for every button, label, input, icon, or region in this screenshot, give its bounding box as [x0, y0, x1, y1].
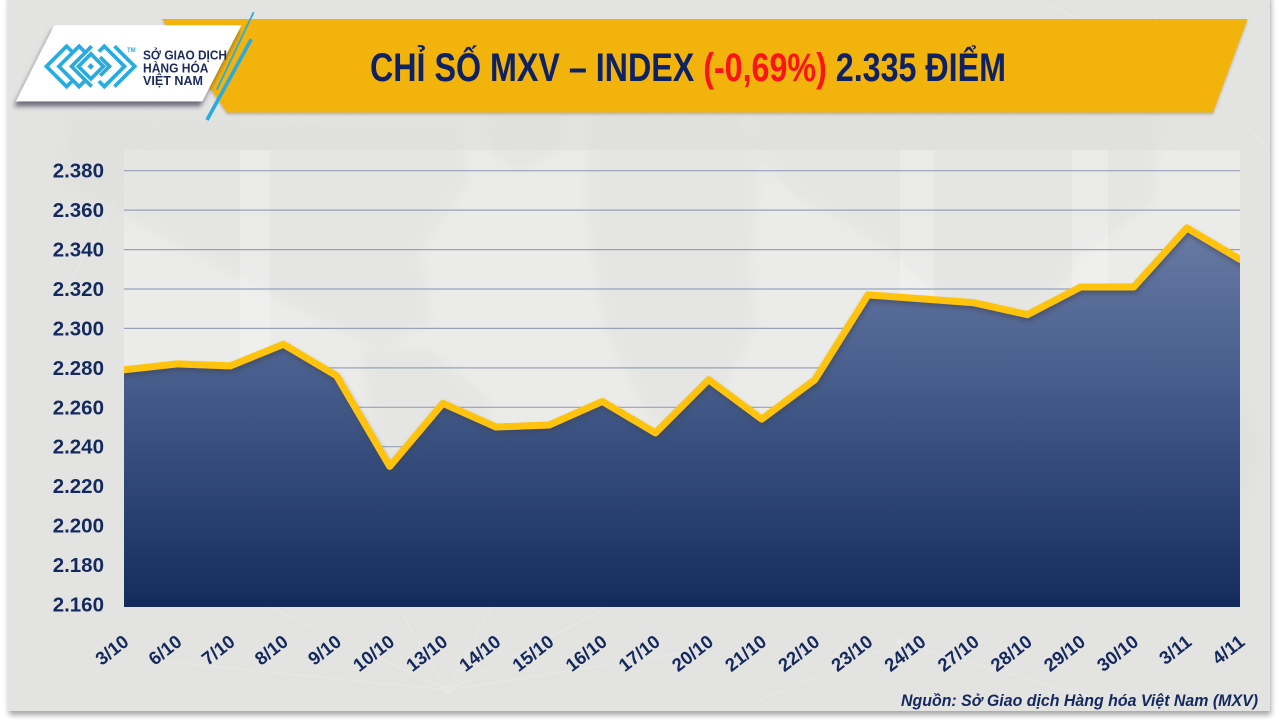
svg-text:2.180: 2.180: [53, 554, 104, 577]
svg-text:Nguồn: Sở Giao dịch Hàng hóa V: Nguồn: Sở Giao dịch Hàng hóa Việt Nam (M…: [901, 691, 1258, 710]
svg-text:SỞ GIAO DỊCH: SỞ GIAO DỊCH: [143, 48, 227, 63]
svg-text:2.200: 2.200: [53, 515, 104, 538]
svg-text:2.300: 2.300: [53, 317, 104, 340]
svg-text:2.280: 2.280: [53, 357, 104, 380]
svg-text:2.220: 2.220: [53, 475, 104, 498]
svg-text:2.380: 2.380: [53, 160, 104, 183]
svg-text:2.260: 2.260: [53, 396, 104, 419]
svg-text:2.360: 2.360: [53, 199, 104, 222]
svg-text:TM: TM: [127, 48, 136, 54]
svg-text:2.240: 2.240: [53, 436, 104, 459]
svg-text:2.160: 2.160: [53, 593, 104, 616]
svg-text:VIỆT NAM: VIỆT NAM: [143, 73, 203, 88]
svg-text:HÀNG HÓA: HÀNG HÓA: [143, 60, 209, 75]
svg-text:CHỈ SỐ MXV – INDEX (-0,69%) 2.: CHỈ SỐ MXV – INDEX (-0,69%) 2.335 ĐIỂM: [370, 43, 1006, 90]
svg-text:2.320: 2.320: [53, 278, 104, 301]
svg-text:2.340: 2.340: [53, 239, 104, 262]
